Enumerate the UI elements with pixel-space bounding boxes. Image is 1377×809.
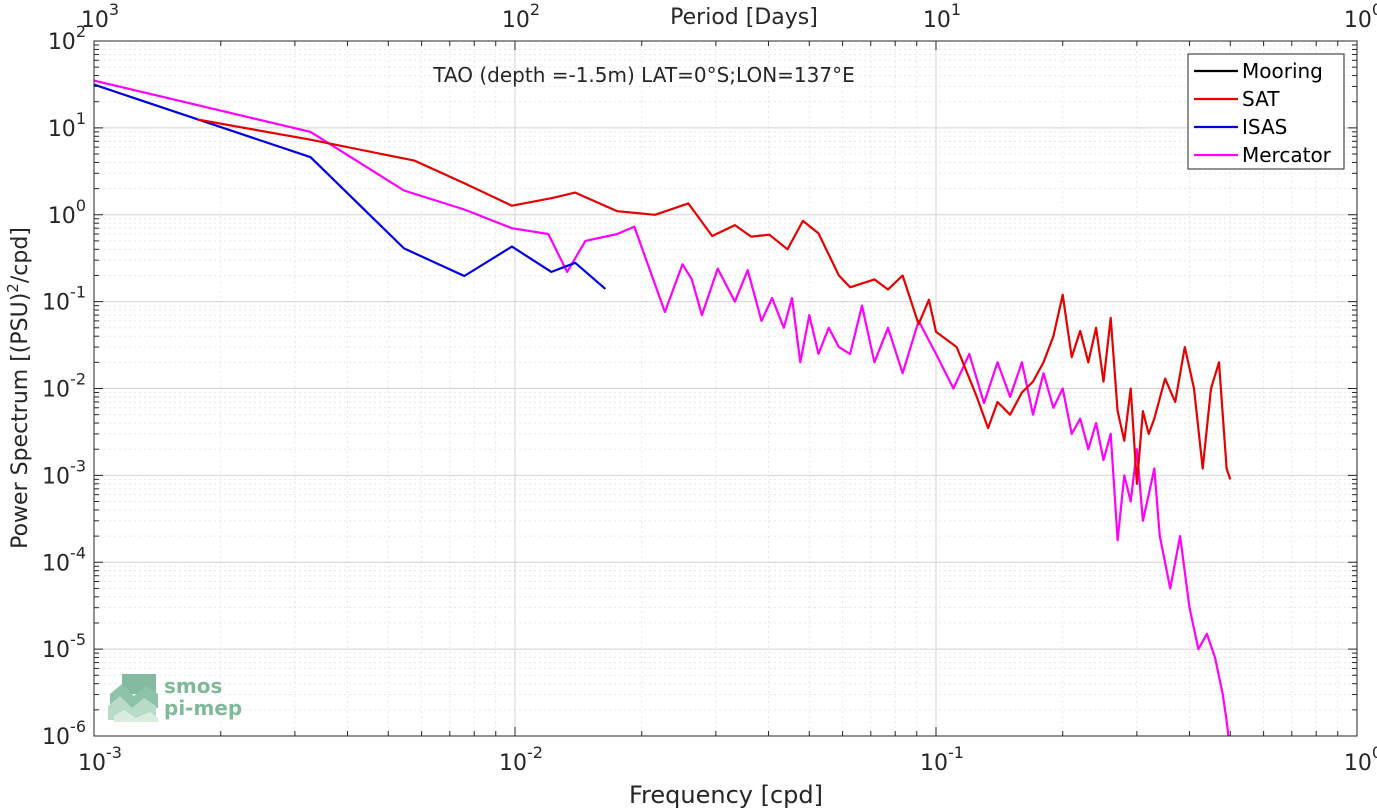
logo-mark-icon	[108, 674, 158, 722]
tick-marks	[93, 40, 1358, 737]
y-tick-label-base: 10	[42, 551, 70, 576]
grid-minor	[94, 41, 1357, 736]
y-tick-label: 101	[48, 109, 86, 142]
x2-tick-label-exponent: 2	[530, 0, 540, 19]
y-tick-label: 10-1	[42, 283, 86, 316]
legend: Mooring SAT ISAS Mercator	[1187, 53, 1345, 170]
series-line-isas	[93, 83, 607, 290]
y-tick-label-base: 10	[48, 204, 76, 229]
y-tick-label-exponent: 1	[76, 109, 86, 128]
x2-tick-labels: 103102101100	[81, 0, 1377, 33]
y-tick-label-exponent: 2	[76, 22, 86, 41]
x-tick-label: 10-2	[499, 743, 543, 776]
y-tick-label: 10-6	[42, 717, 86, 750]
y-axis-label-tail: /cpd]	[8, 227, 33, 283]
series-layer	[93, 79, 1232, 737]
x-axis-label: Frequency [cpd]	[629, 781, 823, 809]
x-tick-label-base: 10	[499, 751, 527, 776]
y-tick-label-base: 10	[42, 291, 70, 316]
y-tick-label-exponent: -1	[70, 283, 86, 302]
legend-label-mooring: Mooring	[1242, 59, 1323, 83]
y-tick-label-exponent: -6	[70, 717, 86, 736]
x-tick-label: 10-3	[78, 743, 122, 776]
logo-text-pi-mep: pi-mep	[164, 696, 243, 720]
x-tick-label: 100	[1344, 743, 1377, 776]
x2-tick-label-base: 10	[502, 8, 530, 33]
y-tick-label-exponent: -4	[70, 543, 86, 562]
x-tick-label-base: 10	[78, 751, 106, 776]
legend-label-sat: SAT	[1242, 87, 1280, 111]
x-tick-label-exponent: -3	[106, 743, 122, 762]
x-tick-label-exponent: -2	[527, 743, 543, 762]
x2-tick-label-exponent: 1	[951, 0, 961, 19]
x2-tick-label-base: 10	[81, 8, 109, 33]
x2-tick-label: 100	[1344, 0, 1377, 33]
y-tick-label-base: 10	[48, 30, 76, 55]
y-tick-label-base: 10	[42, 638, 70, 663]
x2-tick-label: 103	[81, 0, 119, 33]
x2-tick-label-base: 10	[923, 8, 951, 33]
series-line-mercator	[93, 79, 1230, 737]
smos-pi-mep-logo: smos pi-mep	[108, 672, 258, 724]
x2-tick-label: 101	[923, 0, 961, 33]
x-tick-label: 10-1	[920, 743, 964, 776]
x-tick-label-base: 10	[920, 751, 948, 776]
y-tick-label-base: 10	[42, 464, 70, 489]
chart-title: TAO (depth =-1.5m) LAT=0°S;LON=137°E	[432, 63, 854, 87]
y-tick-label-exponent: -5	[70, 630, 86, 649]
y-tick-label-base: 10	[42, 378, 70, 403]
y-tick-label-base: 10	[42, 725, 70, 750]
series-line-sat	[197, 118, 1232, 485]
y-axis-label-superscript: 2	[4, 283, 22, 293]
y-axis-label-main: Power Spectrum [(PSU)	[8, 293, 33, 549]
x2-tick-label-exponent: 3	[109, 0, 119, 19]
y-tick-label: 10-5	[42, 630, 86, 663]
grid-major	[93, 40, 1358, 737]
legend-label-isas: ISAS	[1242, 115, 1287, 139]
y-axis-label: Power Spectrum [(PSU)2/cpd]	[4, 227, 33, 549]
y-tick-label-exponent: -2	[70, 370, 86, 389]
y-tick-label: 102	[48, 22, 86, 55]
y-tick-label-base: 10	[48, 117, 76, 142]
y-tick-label: 10-2	[42, 370, 86, 403]
x-tick-label-exponent: 0	[1372, 743, 1377, 762]
legend-label-mercator: Mercator	[1242, 143, 1332, 167]
y-tick-label: 10-3	[42, 456, 86, 489]
x2-tick-label: 102	[502, 0, 540, 33]
y-tick-label-exponent: 0	[76, 196, 86, 215]
x-tick-label-exponent: -1	[948, 743, 964, 762]
x2-tick-label-exponent: 0	[1372, 0, 1377, 19]
y-tick-label: 100	[48, 196, 86, 229]
x2-tick-label-base: 10	[1344, 8, 1372, 33]
y-tick-label: 10-4	[42, 543, 86, 576]
x-tick-label-base: 10	[1344, 751, 1372, 776]
y-tick-label-exponent: -3	[70, 456, 86, 475]
legend-box	[1187, 53, 1345, 170]
x2-axis-label: Period [Days]	[670, 5, 818, 30]
logo-text-smos: smos	[164, 674, 223, 698]
